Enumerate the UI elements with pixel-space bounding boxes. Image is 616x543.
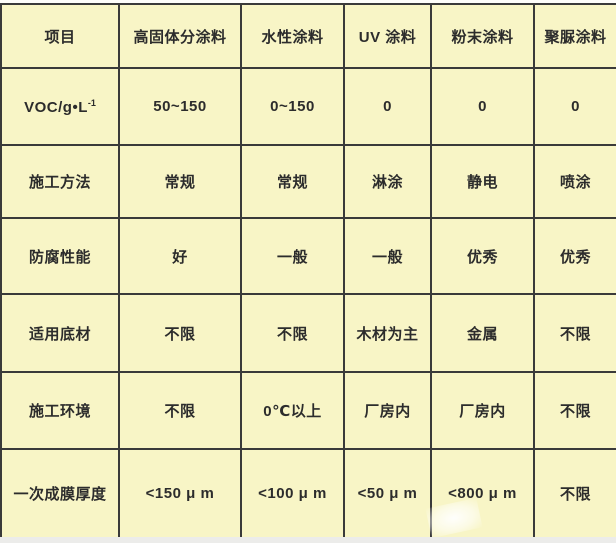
table-cell: 不限 <box>533 448 616 539</box>
header-cell-waterborne: 水性涂料 <box>240 3 345 69</box>
table-cell: 0℃以上 <box>240 371 345 450</box>
header-cell-item: 项目 <box>0 3 120 69</box>
table-cell: 0 <box>430 67 535 146</box>
row-label-application-method: 施工方法 <box>0 144 120 219</box>
table-cell: 厂房内 <box>343 371 432 450</box>
table-row-application-method: 施工方法 常规 常规 淋涂 静电 喷涂 <box>0 144 616 219</box>
table-cell: <800 μ m <box>430 448 535 539</box>
row-label-anticorrosion: 防腐性能 <box>0 217 120 295</box>
table-cell: 常规 <box>118 144 242 219</box>
table-cell: 厂房内 <box>430 371 535 450</box>
table-cell: <100 μ m <box>240 448 345 539</box>
coating-comparison-table: 项目 高固体分涂料 水性涂料 UV 涂料 粉末涂料 聚脲涂料 VOC/g•L-1… <box>0 3 616 539</box>
row-label-voc: VOC/g•L-1 <box>0 67 120 146</box>
table-cell: <50 μ m <box>343 448 432 539</box>
table-cell: 淋涂 <box>343 144 432 219</box>
table-cell: 优秀 <box>533 217 616 295</box>
table-cell: 常规 <box>240 144 345 219</box>
table-cell: 0 <box>343 67 432 146</box>
row-label-substrate: 适用底材 <box>0 293 120 373</box>
table-cell: <150 μ m <box>118 448 242 539</box>
table-row-substrate: 适用底材 不限 不限 木材为主 金属 不限 <box>0 293 616 373</box>
table-cell: 0~150 <box>240 67 345 146</box>
voc-label-superscript: -1 <box>87 97 96 108</box>
header-cell-polyurea: 聚脲涂料 <box>533 3 616 69</box>
table-cell: 木材为主 <box>343 293 432 373</box>
table-cell: 不限 <box>240 293 345 373</box>
table-row-voc: VOC/g•L-1 50~150 0~150 0 0 0 <box>0 67 616 146</box>
table-cell: 喷涂 <box>533 144 616 219</box>
table-cell: 0 <box>533 67 616 146</box>
table-cell: 不限 <box>118 371 242 450</box>
voc-label-base: VOC/g•L <box>24 98 88 116</box>
row-label-film-thickness: 一次成膜厚度 <box>0 448 120 539</box>
table-cell: 一般 <box>343 217 432 295</box>
table-cell: 不限 <box>118 293 242 373</box>
header-cell-powder: 粉末涂料 <box>430 3 535 69</box>
table-cell: 50~150 <box>118 67 242 146</box>
table-row-film-thickness: 一次成膜厚度 <150 μ m <100 μ m <50 μ m <800 μ … <box>0 448 616 539</box>
table-cell: 一般 <box>240 217 345 295</box>
table-row-anticorrosion: 防腐性能 好 一般 一般 优秀 优秀 <box>0 217 616 295</box>
table-cell: 金属 <box>430 293 535 373</box>
bottom-margin-strip <box>0 537 616 543</box>
table-cell: 静电 <box>430 144 535 219</box>
row-label-environment: 施工环境 <box>0 371 120 450</box>
table-cell: 优秀 <box>430 217 535 295</box>
table-cell: 好 <box>118 217 242 295</box>
table-cell: 不限 <box>533 371 616 450</box>
header-cell-high-solid: 高固体分涂料 <box>118 3 242 69</box>
header-cell-uv: UV 涂料 <box>343 3 432 69</box>
table-cell: 不限 <box>533 293 616 373</box>
table-row-environment: 施工环境 不限 0℃以上 厂房内 厂房内 不限 <box>0 371 616 450</box>
header-row: 项目 高固体分涂料 水性涂料 UV 涂料 粉末涂料 聚脲涂料 <box>0 3 616 69</box>
